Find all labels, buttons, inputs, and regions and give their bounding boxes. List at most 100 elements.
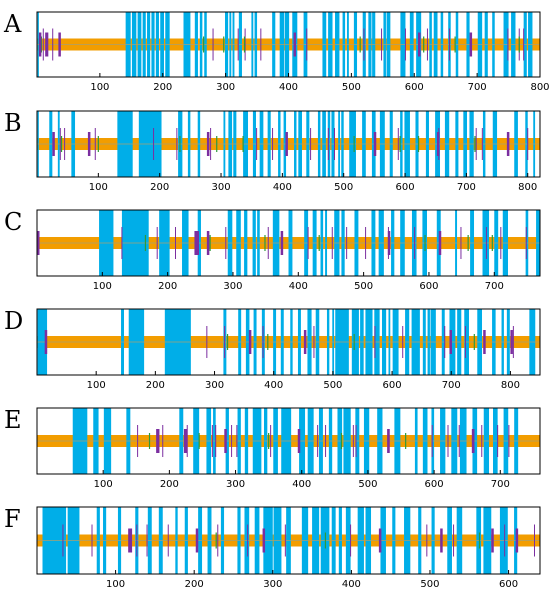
purple-bar	[303, 330, 307, 354]
tick-label: 600	[419, 281, 438, 292]
panel-label: D	[4, 307, 23, 335]
tick-label: 700	[485, 281, 504, 292]
purple-bar	[293, 32, 297, 57]
panel-label: C	[4, 208, 22, 236]
purple-bar	[206, 231, 210, 255]
purple-bar	[37, 231, 40, 255]
purple-bar	[510, 330, 513, 354]
tick-label: 400	[292, 479, 311, 490]
panel-b: B 100 200 300 400 500 600 700 800	[4, 109, 541, 193]
tick-label: 700	[491, 479, 510, 490]
panel-label: F	[4, 505, 21, 533]
tick-label: 300	[223, 281, 242, 292]
plot-frame	[36, 506, 541, 575]
tick-label: 400	[289, 281, 308, 292]
purple-bar	[387, 231, 391, 255]
tick-label: 600	[405, 82, 424, 93]
panels: A 100 200 300 400 500 600 700 800 B 100 200 300 400 50…	[3, 10, 550, 590]
purple-bar	[87, 132, 91, 156]
purple-bar	[440, 528, 443, 553]
panel-d: D 100 200 300 400 500 600 700 800	[4, 307, 541, 391]
tick-label: 500	[420, 579, 439, 590]
tick-label: 600	[383, 380, 402, 391]
tick-label: 300	[205, 380, 224, 391]
tick-label: 400	[342, 579, 361, 590]
tick-label: 500	[323, 380, 342, 391]
purple-bar	[45, 32, 49, 57]
tick-label: 100	[93, 281, 112, 292]
panel-label: A	[3, 10, 22, 38]
purple-bar	[280, 231, 284, 255]
tick-label: 100	[106, 579, 125, 590]
purple-bar	[469, 32, 473, 57]
tick-label: 500	[358, 479, 377, 490]
purple-bar	[262, 528, 266, 553]
panel-c: C 100 200 300 400 500 600 700	[4, 208, 541, 292]
plot-frame	[36, 110, 541, 178]
purple-bar	[44, 330, 48, 354]
purple-bar	[491, 528, 494, 553]
purple-bar	[52, 132, 55, 156]
tick-label: 600	[396, 182, 415, 193]
purple-bar	[156, 429, 160, 453]
panel-label: B	[4, 109, 22, 137]
tick-label: 300	[226, 479, 245, 490]
purple-bar	[387, 429, 390, 453]
purple-bar	[248, 330, 252, 354]
tick-label: 700	[468, 82, 487, 93]
tick-label: 100	[87, 380, 106, 391]
panel-e: E 100 200 300 400 500 600 700	[4, 406, 541, 490]
plot-frame	[36, 209, 541, 277]
tick-label: 500	[342, 82, 361, 93]
tick-label: 200	[146, 380, 165, 391]
tick-label: 700	[442, 380, 461, 391]
tick-label: 200	[158, 281, 177, 292]
tick-label: 100	[94, 479, 113, 490]
plot-frame	[36, 308, 541, 376]
tick-label: 800	[530, 82, 549, 93]
purple-bar	[206, 132, 210, 156]
panel-a: A 100 200 300 400 500 600 700 800	[3, 10, 550, 93]
purple-bar	[418, 32, 421, 57]
tick-label: 200	[185, 579, 204, 590]
purple-bar	[195, 528, 199, 553]
purple-bar	[297, 429, 301, 453]
purple-bar	[483, 330, 486, 354]
tick-label: 700	[457, 182, 476, 193]
tick-label: 200	[150, 182, 169, 193]
purple-bar	[38, 32, 42, 57]
purple-bar	[436, 132, 440, 156]
purple-bar	[194, 231, 200, 255]
tick-label: 400	[273, 182, 292, 193]
tick-label: 100	[90, 82, 109, 93]
panel-f: F 100 200 300 400 500 600	[4, 505, 541, 590]
panel-label: E	[4, 406, 22, 434]
purple-bar	[183, 429, 188, 453]
tick-label: 500	[354, 281, 373, 292]
purple-bar	[449, 330, 452, 354]
purple-bar	[438, 231, 442, 255]
purple-bar	[506, 132, 510, 156]
tick-label: 400	[264, 380, 283, 391]
purple-bar	[378, 528, 382, 553]
tick-label: 200	[160, 479, 179, 490]
purple-bar	[58, 32, 61, 57]
tick-label: 300	[216, 82, 235, 93]
tick-label: 800	[501, 380, 520, 391]
purple-bar	[373, 132, 377, 156]
tick-label: 300	[211, 182, 230, 193]
purple-bar	[515, 528, 519, 553]
tick-label: 600	[499, 579, 518, 590]
purple-bar	[285, 132, 288, 156]
tick-label: 100	[89, 182, 108, 193]
tick-label: 400	[279, 82, 298, 93]
plot-frame	[36, 407, 541, 475]
tick-label: 800	[518, 182, 537, 193]
purple-bar	[471, 429, 475, 453]
purple-bar	[128, 528, 133, 553]
tick-label: 500	[334, 182, 353, 193]
purple-bar	[224, 429, 227, 453]
tick-label: 200	[153, 82, 172, 93]
tick-label: 600	[425, 479, 444, 490]
